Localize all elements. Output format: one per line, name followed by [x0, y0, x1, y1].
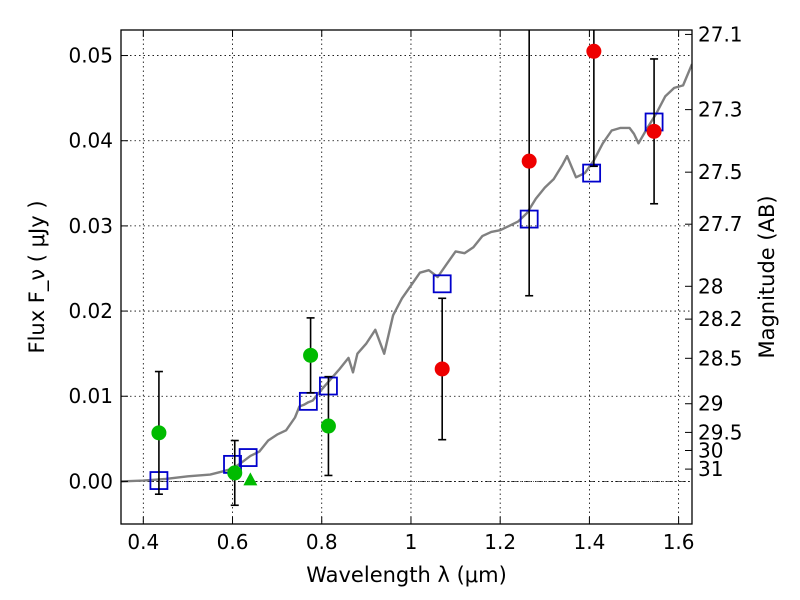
x-tick-label: 0.4	[127, 530, 159, 554]
grid-lines	[121, 30, 692, 524]
red-data-point	[521, 153, 537, 169]
model-flux-square	[432, 274, 452, 294]
y-tick-label: 0.04	[68, 129, 113, 153]
axis-ticks: 0.4 0.6 0.8 1 1.2 1.4 1.6 0.00 0.01 0.02 0.03 0.04 0…	[68, 22, 742, 554]
right-tick-label: 28.5	[698, 346, 743, 370]
x-tick-label: 1.6	[663, 530, 695, 554]
green-data-point	[227, 465, 243, 481]
plot-content	[121, 30, 692, 507]
red-data-point	[646, 123, 662, 139]
right-tick-label: 28	[698, 274, 723, 298]
y-axis-label: Flux F_ν ( μJy )	[25, 200, 50, 353]
x-tick-label: 0.6	[217, 530, 249, 554]
model-flux-square	[582, 163, 602, 183]
x-tick-label: 1	[405, 530, 418, 554]
y-tick-label: 0.00	[68, 469, 113, 493]
x-tick-label: 1.2	[484, 530, 516, 554]
y-tick-label: 0.05	[68, 44, 113, 68]
green-data-point	[320, 418, 336, 434]
right-tick-label: 27.3	[698, 98, 743, 122]
x-tick-label: 1.4	[573, 530, 605, 554]
right-tick-label: 29	[698, 392, 723, 416]
model-spectrum-line	[121, 63, 692, 483]
right-tick-label: 27.5	[698, 160, 743, 184]
y-tick-label: 0.03	[68, 214, 113, 238]
x-axis-label: Wavelength λ (μm)	[306, 563, 507, 587]
red-data-point	[434, 361, 450, 377]
y-tick-label: 0.02	[68, 299, 113, 323]
upper-limit-triangle	[243, 472, 258, 486]
right-axis-label: Magnitude (AB)	[755, 195, 779, 358]
right-tick-label: 28.2	[698, 307, 743, 331]
right-tick-label: 31	[698, 457, 723, 481]
red-data-point	[586, 43, 602, 59]
right-tick-label: 29.5	[698, 420, 743, 444]
model-flux-square	[238, 448, 258, 467]
green-data-point	[151, 425, 167, 441]
right-tick-label: 27.7	[698, 212, 743, 236]
y-tick-label: 0.01	[68, 384, 113, 408]
x-tick-label: 0.8	[306, 530, 338, 554]
green-data-point	[303, 347, 319, 363]
right-tick-label: 27.1	[698, 22, 743, 46]
plot-frame	[120, 29, 693, 525]
right-tick-label: 30	[698, 438, 723, 462]
